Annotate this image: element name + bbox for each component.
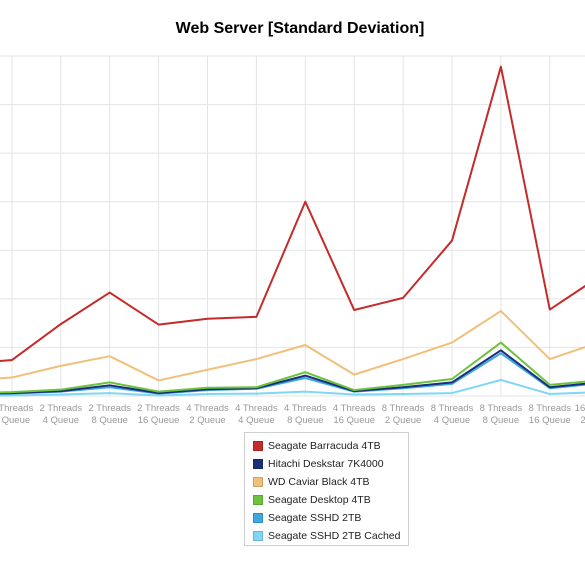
legend-swatch — [253, 441, 263, 451]
legend-label: Seagate Desktop 4TB — [268, 494, 371, 506]
x-tick-label: 4 Threads 16 Queue — [333, 403, 376, 426]
x-tick-label: 2 Threads 4 Queue — [39, 403, 82, 426]
legend-label: Seagate SSHD 2TB — [268, 512, 362, 524]
x-tick-label: 8 Threads 16 Queue — [528, 403, 571, 426]
x-tick-label: 8 Threads 2 Queue — [382, 403, 425, 426]
series-line-hitachi-deskstar-7k4000 — [0, 349, 585, 395]
series-line-seagate-barracuda-4tb — [0, 65, 585, 363]
legend-swatch — [253, 459, 263, 469]
legend-item: Hitachi Deskstar 7K4000 — [253, 457, 384, 471]
legend-item: Seagate Desktop 4TB — [253, 493, 371, 507]
legend-swatch — [253, 531, 263, 541]
grid-lines — [0, 55, 585, 397]
legend-label: Seagate SSHD 2TB Cached — [268, 530, 401, 542]
legend-item: WD Caviar Black 4TB — [253, 475, 370, 489]
legend-label: Seagate Barracuda 4TB — [268, 440, 381, 452]
legend-label: WD Caviar Black 4TB — [268, 476, 370, 488]
legend-item: Seagate Barracuda 4TB — [253, 439, 381, 453]
legend-swatch — [253, 477, 263, 487]
x-tick-label: 4 Threads 2 Queue — [186, 403, 229, 426]
legend-item: Seagate SSHD 2TB — [253, 511, 361, 525]
x-tick-label: 8 Threads 8 Queue — [480, 403, 523, 426]
chart-title: Web Server [Standard Deviation] — [175, 20, 425, 37]
chart-legend: Seagate Barracuda 4TB Hitachi Deskstar 7K… — [244, 432, 409, 546]
x-tick-label: 4 Threads 8 Queue — [284, 403, 327, 426]
legend-swatch — [253, 513, 263, 523]
legend-item: Seagate SSHD 2TB Cached — [253, 529, 401, 543]
x-tick-label: 2 Threads 16 Queue — [137, 403, 180, 426]
legend-label: Hitachi Deskstar 7K4000 — [268, 458, 384, 470]
series-line-seagate-desktop-4tb — [0, 341, 585, 394]
legend-swatch — [253, 495, 263, 505]
series-lines — [0, 65, 585, 397]
x-tick-label: 8 Threads 4 Queue — [431, 403, 474, 426]
series-line-wd-caviar-black-4tb — [0, 310, 585, 382]
x-tick-label: 2 Threads 8 Queue — [88, 403, 131, 426]
x-tick-label: 4 Threads 4 Queue — [235, 403, 278, 426]
series-line-seagate-sshd-2tb-cached — [0, 378, 585, 397]
